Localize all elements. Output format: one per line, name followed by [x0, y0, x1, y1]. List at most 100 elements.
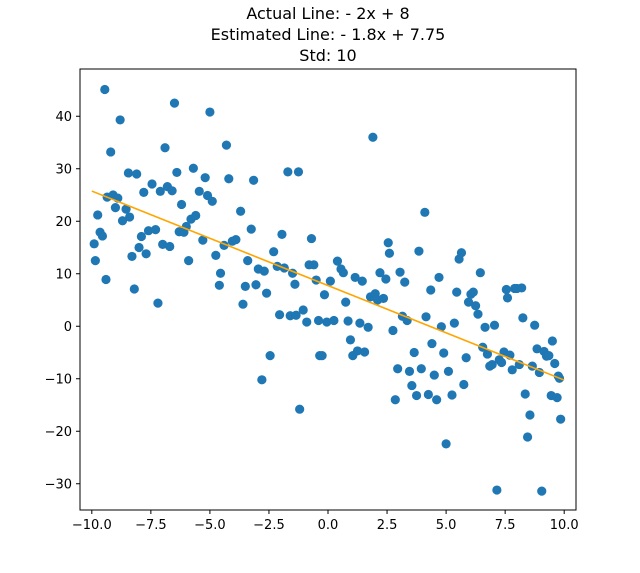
- scatter-point-99: [343, 316, 353, 326]
- scatter-point-43: [191, 210, 201, 221]
- scatter-point-152: [471, 301, 481, 311]
- scatter-point-6: [101, 274, 111, 285]
- scatter-point-157: [482, 349, 493, 359]
- scatter-point-120: [395, 267, 405, 277]
- scatter-point-88: [313, 315, 324, 326]
- scatter-point-129: [416, 364, 426, 374]
- y-tick-label: −20: [45, 425, 72, 440]
- x-tick-label: 7.5: [495, 518, 516, 533]
- scatter-point-181: [537, 486, 547, 496]
- x-tick-label: 0.0: [318, 518, 339, 533]
- scatter-point-128: [414, 246, 424, 256]
- scatter-point-131: [421, 312, 431, 322]
- scatter-point-159: [487, 359, 497, 370]
- scatter-point-78: [290, 279, 300, 289]
- y-tick-label: 20: [55, 215, 72, 230]
- scatter-point-130: [420, 207, 430, 217]
- scatter-point-22: [139, 187, 149, 197]
- scatter-point-168: [507, 365, 517, 375]
- scatter-point-37: [176, 199, 187, 210]
- scatter-point-174: [520, 389, 530, 399]
- scatter-point-70: [269, 247, 279, 257]
- scatter-point-79: [291, 310, 301, 320]
- scatter-point-49: [207, 196, 217, 206]
- scatter-point-94: [329, 315, 339, 326]
- y-axis: −30 −20 −10 0 10 20 30 40: [45, 110, 80, 492]
- scatter-point-102: [350, 272, 360, 283]
- scatter-point-156: [480, 322, 490, 332]
- scatter-point-80: [293, 167, 304, 177]
- scatter-point-98: [341, 297, 351, 307]
- scatter-point-146: [456, 248, 467, 258]
- scatter-point-85: [306, 233, 317, 244]
- scatter-point-104: [355, 318, 365, 328]
- scatter-point-151: [468, 287, 478, 297]
- scatter-point-20: [134, 242, 144, 253]
- scatter-point-44: [194, 186, 204, 196]
- scatter-point-112: [375, 268, 385, 278]
- chart-title-line-1: Actual Line: - 2x + 8: [246, 4, 409, 23]
- scatter-point-5: [100, 84, 110, 95]
- scatter-point-160: [489, 320, 500, 330]
- scatter-point-27: [153, 298, 163, 308]
- x-tick-label: 10.0: [550, 518, 579, 533]
- scatter-point-55: [224, 174, 234, 184]
- scatter-point-173: [518, 313, 528, 323]
- scatter-point-144: [452, 287, 462, 297]
- scatter-point-154: [475, 268, 485, 278]
- scatter-point-147: [459, 379, 469, 390]
- scatter-point-86: [309, 260, 319, 270]
- scatter-point-62: [246, 224, 256, 234]
- scatter-point-187: [550, 358, 560, 369]
- scatter-point-100: [345, 335, 356, 345]
- scatter-point-97: [338, 268, 348, 278]
- x-tick-label: 5.0: [436, 518, 457, 533]
- axes-frame: [79, 68, 577, 511]
- scatter-point-172: [517, 283, 527, 293]
- scatter-point-25: [147, 179, 157, 189]
- scatter-point-33: [167, 186, 177, 196]
- scatter-point-16: [125, 212, 135, 222]
- x-axis: −10.0 −7.5 −5.0 −2.5 0.0 2.5 5.0 7.5 10.0: [72, 510, 579, 533]
- scatter-point-113: [378, 293, 389, 304]
- scatter-point-35: [172, 167, 182, 178]
- scatter-point-63: [249, 175, 259, 185]
- scatter-point-92: [322, 317, 332, 327]
- scatter-point-107: [363, 322, 373, 332]
- scatter-point-0: [89, 239, 99, 249]
- scatter-point-135: [429, 370, 439, 380]
- x-tick-label: −2.5: [253, 518, 285, 533]
- scatter-point-48: [205, 107, 215, 117]
- chart-title-line-3: Std: 10: [299, 46, 356, 65]
- scatter-point-54: [221, 140, 232, 150]
- scatter-point-118: [390, 395, 400, 405]
- scatter-point-52: [215, 268, 226, 278]
- scatter-point-148: [461, 353, 471, 363]
- scatter-point-186: [547, 336, 557, 346]
- scatter-point-15: [123, 168, 134, 178]
- scatter-point-83: [302, 317, 312, 327]
- scatter-point-68: [261, 288, 272, 298]
- scatter-point-95: [332, 256, 343, 266]
- scatter-point-166: [502, 293, 513, 303]
- scatter-point-67: [259, 266, 269, 276]
- scatter-point-143: [449, 318, 459, 328]
- scatter-point-30: [160, 143, 170, 153]
- scatter-point-73: [277, 229, 287, 239]
- scatter-point-58: [236, 206, 246, 216]
- scatter-point-103: [352, 346, 363, 356]
- plot-area: [89, 84, 566, 496]
- scatter-point-105: [357, 276, 367, 286]
- scatter-point-133: [426, 285, 436, 295]
- scatter-point-136: [432, 395, 442, 405]
- scatter-point-106: [360, 347, 370, 357]
- scatter-point-176: [525, 410, 535, 420]
- scatter-point-161: [492, 485, 502, 495]
- scatter-point-32: [165, 241, 175, 252]
- scatter-point-141: [443, 366, 454, 376]
- scatter-point-13: [117, 216, 128, 226]
- scatter-point-134: [427, 338, 437, 349]
- scatter-point-4: [97, 231, 108, 241]
- scatter-point-42: [188, 163, 198, 173]
